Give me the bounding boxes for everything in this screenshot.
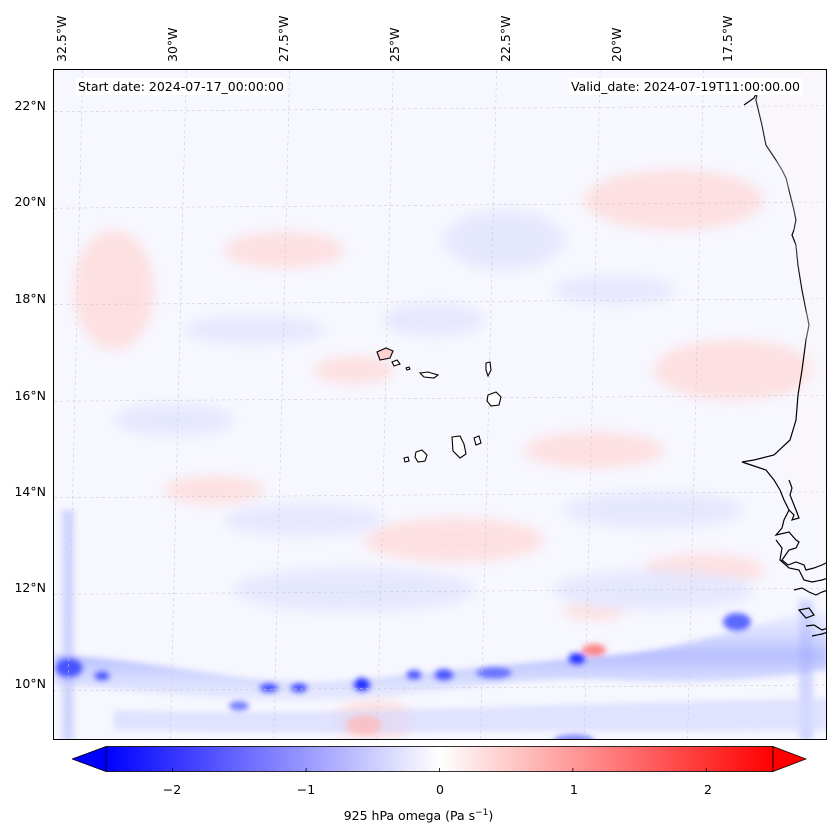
coastline-sierra-leone-south xyxy=(811,632,826,637)
negative-patch xyxy=(564,492,744,528)
ascent-core xyxy=(229,701,249,711)
lat-label-16n: 16°N xyxy=(14,388,46,403)
positive-patch xyxy=(314,356,394,384)
colorbar-tick-label: −2 xyxy=(162,782,182,797)
ascent-core xyxy=(406,670,422,680)
lon-label-17-5w: 17.5°W xyxy=(720,15,735,62)
meridian-gridline xyxy=(583,70,601,739)
colorbar-tick-label: −1 xyxy=(296,782,316,797)
island-santa-luzia xyxy=(405,366,411,371)
ascent-core xyxy=(94,671,110,681)
island-brava xyxy=(403,456,410,463)
meridian-gridline xyxy=(66,70,83,739)
positive-patch xyxy=(364,518,544,562)
positive-patch xyxy=(584,170,764,230)
meridian-gridline xyxy=(169,70,187,739)
positive-patch xyxy=(224,232,344,268)
map-panel xyxy=(53,69,827,740)
omega-field-map xyxy=(54,70,826,739)
positive-patch xyxy=(74,230,154,350)
valid-date-label: Valid_date: 2024-07-19T11:00:00.00 xyxy=(568,78,802,95)
colorbar-extend-high xyxy=(772,746,807,772)
descent-core xyxy=(346,715,382,735)
coastline-bijagos xyxy=(797,607,815,619)
negative-patch xyxy=(444,210,564,270)
land-mask xyxy=(756,70,826,515)
lon-label-32-5w: 32.5°W xyxy=(54,15,69,62)
island-maio xyxy=(473,435,482,446)
ascent-band-lower xyxy=(114,698,826,733)
ascent-core xyxy=(55,658,83,678)
negative-patch xyxy=(114,404,234,436)
ascent-core xyxy=(290,683,308,693)
island-santiago xyxy=(451,435,467,459)
island-boa-vista xyxy=(486,391,502,407)
descent-core xyxy=(582,644,606,656)
lon-label-27-5w: 27.5°W xyxy=(276,15,291,62)
lat-label-10n: 10°N xyxy=(14,676,46,691)
ascent-core xyxy=(353,678,371,692)
island-fogo xyxy=(414,449,428,463)
ascent-band-main xyxy=(54,610,826,701)
colorbar-label: 925 hPa omega (Pa s−1) xyxy=(0,808,837,823)
positive-patch xyxy=(654,340,814,400)
ascent-core xyxy=(723,613,751,631)
coastline-gambia-guinea xyxy=(774,509,826,571)
colorbar-tick-label: 2 xyxy=(704,782,712,797)
lat-label-22n: 22°N xyxy=(14,98,46,113)
coastline-guinea-bissau xyxy=(775,539,826,583)
colorbar-label-close: ) xyxy=(488,808,494,824)
coastline-sierra-leone xyxy=(805,624,826,631)
colorbar-gradient xyxy=(105,746,774,772)
ascent-core xyxy=(476,667,512,679)
positive-patch xyxy=(164,476,264,504)
ascent-core xyxy=(568,653,586,665)
lon-label-25w: 25°W xyxy=(387,27,402,62)
island-sal xyxy=(485,361,492,378)
negative-patch xyxy=(224,504,384,536)
colorbar-ticks xyxy=(172,768,707,772)
coastline-mauritania-senegal xyxy=(741,89,810,521)
meridian-gridline xyxy=(687,70,704,739)
colorbar-label-exponent: −1 xyxy=(475,808,489,818)
meridian-gridline xyxy=(376,70,394,739)
gridlines xyxy=(54,70,826,739)
colorbar-extend-low xyxy=(72,746,107,772)
positive-omega-patches xyxy=(74,170,814,739)
colorbar xyxy=(72,746,807,772)
meridian-gridline xyxy=(273,70,290,739)
colorbar-label-text: 925 hPa omega (Pa s xyxy=(343,808,476,824)
lat-label-18n: 18°N xyxy=(14,291,46,306)
negative-omega-patches xyxy=(114,210,754,612)
lon-label-20w: 20°W xyxy=(609,27,624,62)
ascent-core xyxy=(434,669,454,681)
island-sao-vicente xyxy=(391,359,401,367)
start-date-label: Start date: 2024-07-17_00:00:00 xyxy=(76,78,286,95)
lat-label-12n: 12°N xyxy=(14,580,46,595)
cape-verde-islands xyxy=(376,347,502,463)
african-coastline xyxy=(741,89,826,637)
lat-label-20n: 20°N xyxy=(14,194,46,209)
ascent-core xyxy=(259,683,279,693)
negative-patch xyxy=(184,316,324,344)
negative-patch xyxy=(234,568,474,612)
colorbar-tick-label: 0 xyxy=(436,782,444,797)
lon-label-22-5w: 22.5°W xyxy=(498,15,513,62)
negative-patch xyxy=(384,304,484,336)
positive-patch xyxy=(524,432,664,468)
lat-label-14n: 14°N xyxy=(14,484,46,499)
coastline-guinea xyxy=(793,587,826,596)
colorbar-tick-label: 1 xyxy=(570,782,578,797)
island-sao-nicolau xyxy=(418,371,440,379)
negative-patch xyxy=(554,276,674,304)
island-santo-antao xyxy=(376,347,394,361)
ascent-band-left-edge xyxy=(62,510,74,739)
meridian-gridline xyxy=(480,70,497,739)
lon-label-30w: 30°W xyxy=(165,27,180,62)
ascent-band xyxy=(54,510,826,739)
